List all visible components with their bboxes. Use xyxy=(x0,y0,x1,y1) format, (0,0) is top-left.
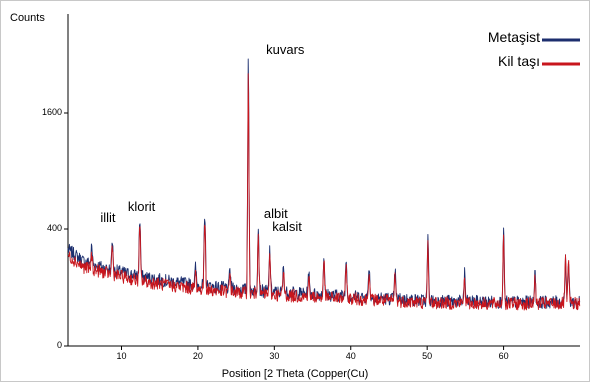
peak-annotation: kalsit xyxy=(272,218,302,234)
y-tick-label: 1600 xyxy=(41,107,62,117)
x-tick-label: 60 xyxy=(498,351,509,361)
y-tick-label: 0 xyxy=(56,340,62,350)
peak-annotation: illit xyxy=(100,210,116,226)
x-axis-label: Position [2 Theta (Copper(Cu) xyxy=(221,368,369,380)
legend-label: Kil taşı xyxy=(497,53,540,69)
x-tick-label: 20 xyxy=(192,351,203,361)
x-tick-label: 30 xyxy=(269,351,280,361)
y-tick-label: 400 xyxy=(46,223,62,233)
peak-annotation: kuvars xyxy=(266,41,305,57)
series-layer xyxy=(67,58,581,311)
x-tick-label: 10 xyxy=(116,351,127,361)
legend-swatches xyxy=(542,38,580,66)
series-line-kil-tasi xyxy=(67,73,581,311)
x-tick-label: 40 xyxy=(345,351,356,361)
x-tick-label: 50 xyxy=(422,351,433,361)
peak-annotation: albit xyxy=(263,206,288,222)
axis-ticks xyxy=(64,112,505,350)
y-axis-label: Counts xyxy=(10,12,45,24)
peak-annotation: klorit xyxy=(127,199,156,215)
legend-label: Metaşist xyxy=(487,29,540,45)
